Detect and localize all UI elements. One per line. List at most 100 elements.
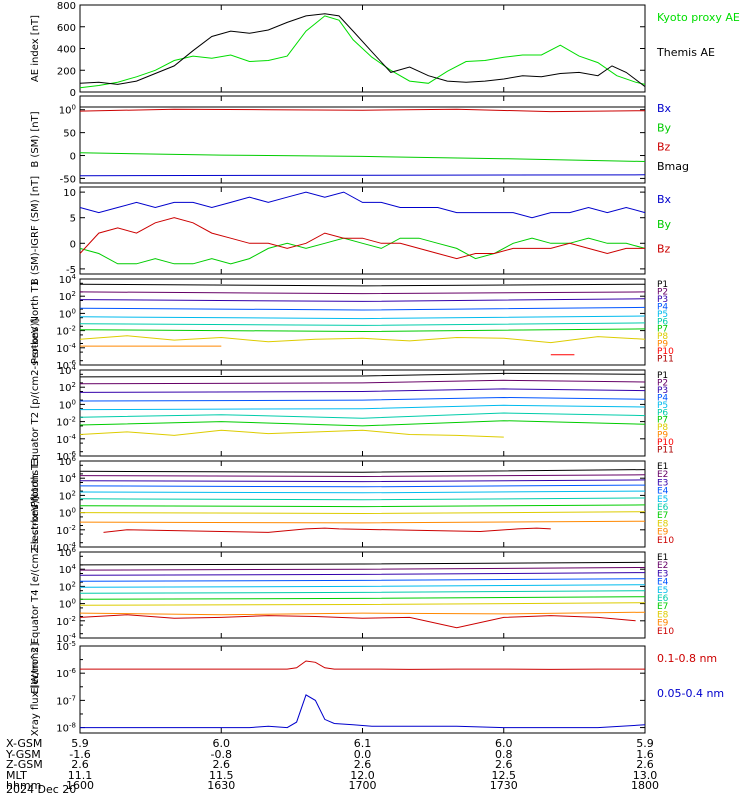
legend-entry-elec-equator: E4 bbox=[657, 578, 669, 588]
series-line-prot-equator-p6 bbox=[79, 412, 646, 419]
ephemeris-value: 12.0 bbox=[350, 768, 375, 782]
ephemeris-value: 1630 bbox=[207, 779, 236, 792]
legend-entry-prot-north: P11 bbox=[657, 355, 674, 365]
series-line-elec-equator-e4 bbox=[79, 578, 646, 582]
series-line-elec-north-e2 bbox=[79, 474, 646, 478]
ephemeris-value: 0.0 bbox=[353, 747, 372, 761]
series-line-prot-north-p1 bbox=[79, 283, 646, 287]
legend-entry-prot-equator: P2 bbox=[657, 378, 668, 388]
legend-entry-elec-equator: E6 bbox=[657, 594, 669, 604]
series-line-prot-equator-p4 bbox=[79, 396, 646, 402]
ephemeris-value: 2.6 bbox=[495, 758, 513, 771]
ephemeris-value: 0.8 bbox=[495, 747, 513, 761]
series-line-elec-north-e4 bbox=[79, 484, 646, 488]
legend-entry-xray: 0.1-0.8 nm bbox=[657, 652, 717, 665]
legend-entry-prot-equator: P1 bbox=[657, 371, 668, 381]
legend-entry-elec-equator: E3 bbox=[657, 569, 668, 579]
ephemeris-value: 1800 bbox=[631, 779, 659, 792]
legend-entry-bsm-igrf: By bbox=[657, 218, 672, 231]
legend-entry-bsm: Bx bbox=[657, 102, 672, 115]
ephemeris-value: 13.0 bbox=[632, 768, 658, 782]
series-line-bsm-by bbox=[79, 152, 646, 162]
series-line-elec-north-e3 bbox=[79, 479, 646, 483]
legend-entry-prot-north: P1 bbox=[657, 280, 668, 290]
series-line-elec-equator-e9 bbox=[79, 611, 646, 616]
legend-entry-elec-equator: E1 bbox=[657, 553, 668, 563]
ephemeris-value: 2.6 bbox=[636, 758, 654, 771]
ephemeris-value: -0.8 bbox=[210, 747, 232, 761]
ephemeris-label: Y-GSM bbox=[6, 747, 41, 761]
legend-entry-xray: 0.05-0.4 nm bbox=[657, 687, 724, 700]
footer-date: 2024 Dec 20 bbox=[6, 783, 77, 796]
ytick-label-ae: 600 bbox=[57, 23, 76, 34]
ephemeris-label: Z-GSM bbox=[6, 758, 43, 771]
legend-entry-bsm: Bmag bbox=[657, 160, 689, 173]
legend-entry-elec-equator: E7 bbox=[657, 602, 668, 612]
legend-entry-elec-north: E6 bbox=[657, 503, 669, 513]
series-line-prot-north-p6 bbox=[79, 322, 646, 326]
ylabel-bsm: B (SM) [nT] bbox=[30, 111, 41, 167]
ylabel-prot-north: Protons North T1 bbox=[30, 280, 41, 364]
series-line-elec-north-e6 bbox=[79, 497, 646, 501]
legend-entry-elec-north: E7 bbox=[657, 511, 668, 521]
legend-entry-elec-north: E1 bbox=[657, 462, 668, 472]
ephemeris-value: 6.0 bbox=[212, 737, 231, 750]
ytick-label-ae: 400 bbox=[57, 45, 76, 56]
legend-entry-prot-equator: P5 bbox=[657, 401, 668, 411]
legend-entry-prot-equator: P4 bbox=[657, 393, 668, 403]
ephemeris-value: 6.1 bbox=[353, 737, 372, 750]
series-line-prot-north-p2 bbox=[79, 291, 646, 295]
legend-entry-prot-north: P7 bbox=[657, 325, 668, 335]
series-line-prot-north-p8 bbox=[79, 335, 646, 344]
legend-entry-prot-north: P5 bbox=[657, 310, 668, 320]
legend-entry-prot-north: P4 bbox=[657, 302, 668, 312]
legend-entry-elec-north: E4 bbox=[657, 487, 669, 497]
ephemeris-value: 5.9 bbox=[636, 737, 654, 750]
ylabel-ae: AE index [nT] bbox=[30, 15, 41, 82]
series-line-prot-equator-p7 bbox=[79, 420, 646, 427]
legend-entry-bsm: By bbox=[657, 121, 672, 134]
series-line-xray-0-1-0-8-nm bbox=[80, 660, 645, 670]
series-line-elec-equator-e2 bbox=[79, 567, 646, 571]
legend-entry-prot-equator: P7 bbox=[657, 416, 668, 426]
series-line-prot-north-p7 bbox=[79, 328, 646, 333]
series-line-prot-equator-p1 bbox=[79, 372, 646, 378]
ephemeris-value: 2.6 bbox=[212, 758, 231, 771]
ylabel-elec-north: Electrons North T3 bbox=[30, 457, 41, 550]
series-line-prot-north-p4 bbox=[79, 306, 646, 311]
ephemeris-value: 1600 bbox=[66, 779, 94, 792]
legend-entry-ae: Themis AE bbox=[656, 46, 715, 59]
ytick-label-bsm: 0 bbox=[70, 152, 76, 163]
series-line-bsm-igrf-by bbox=[79, 237, 646, 265]
ephemeris-label: hhmm bbox=[6, 779, 42, 792]
series-line-elec-equator-e6 bbox=[79, 590, 646, 594]
legend-entry-bsm-igrf: Bx bbox=[657, 193, 672, 206]
ephemeris-value: 6.0 bbox=[495, 737, 513, 750]
legend-entry-elec-equator: E8 bbox=[657, 610, 669, 620]
series-line-elec-equator-e8 bbox=[79, 602, 646, 606]
series-line-ae-themis-ae bbox=[79, 13, 646, 87]
ytick-label-bsm-igrf: 10 bbox=[63, 188, 76, 199]
legend-entry-prot-north: P6 bbox=[657, 317, 668, 327]
series-line-elec-north-e1 bbox=[79, 469, 646, 473]
series-line-prot-equator-p3 bbox=[79, 388, 646, 393]
series-line-elec-equator-e7 bbox=[79, 596, 646, 600]
series-line-bsm-igrf-bz bbox=[79, 217, 645, 260]
legend-entry-elec-equator: E5 bbox=[657, 586, 668, 596]
ylabel-elec-equator: Electrons Equator T4 [e/(cm2-s-sr-keV)] bbox=[30, 496, 41, 693]
ytick-label-bsm: -50 bbox=[60, 174, 76, 185]
ephemeris-value: 11.5 bbox=[209, 768, 234, 782]
ytick-label-ae: 200 bbox=[57, 66, 76, 77]
series-line-prot-north-p5 bbox=[79, 315, 646, 320]
ephemeris-value: -1.6 bbox=[69, 747, 91, 761]
series-line-bsm-bz bbox=[79, 108, 646, 113]
ytick-label-bsm-igrf: -5 bbox=[66, 265, 76, 276]
legend-entry-elec-equator: E2 bbox=[657, 561, 668, 571]
ytick-label-bsm-igrf: 5 bbox=[70, 214, 76, 225]
series-line-prot-equator-p2 bbox=[79, 379, 646, 385]
legend-entry-bsm-igrf: Bz bbox=[657, 243, 671, 256]
legend-entry-prot-equator: P6 bbox=[657, 408, 668, 418]
legend-entry-prot-north: P10 bbox=[657, 347, 674, 357]
ephemeris-value: 5.9 bbox=[71, 737, 89, 750]
